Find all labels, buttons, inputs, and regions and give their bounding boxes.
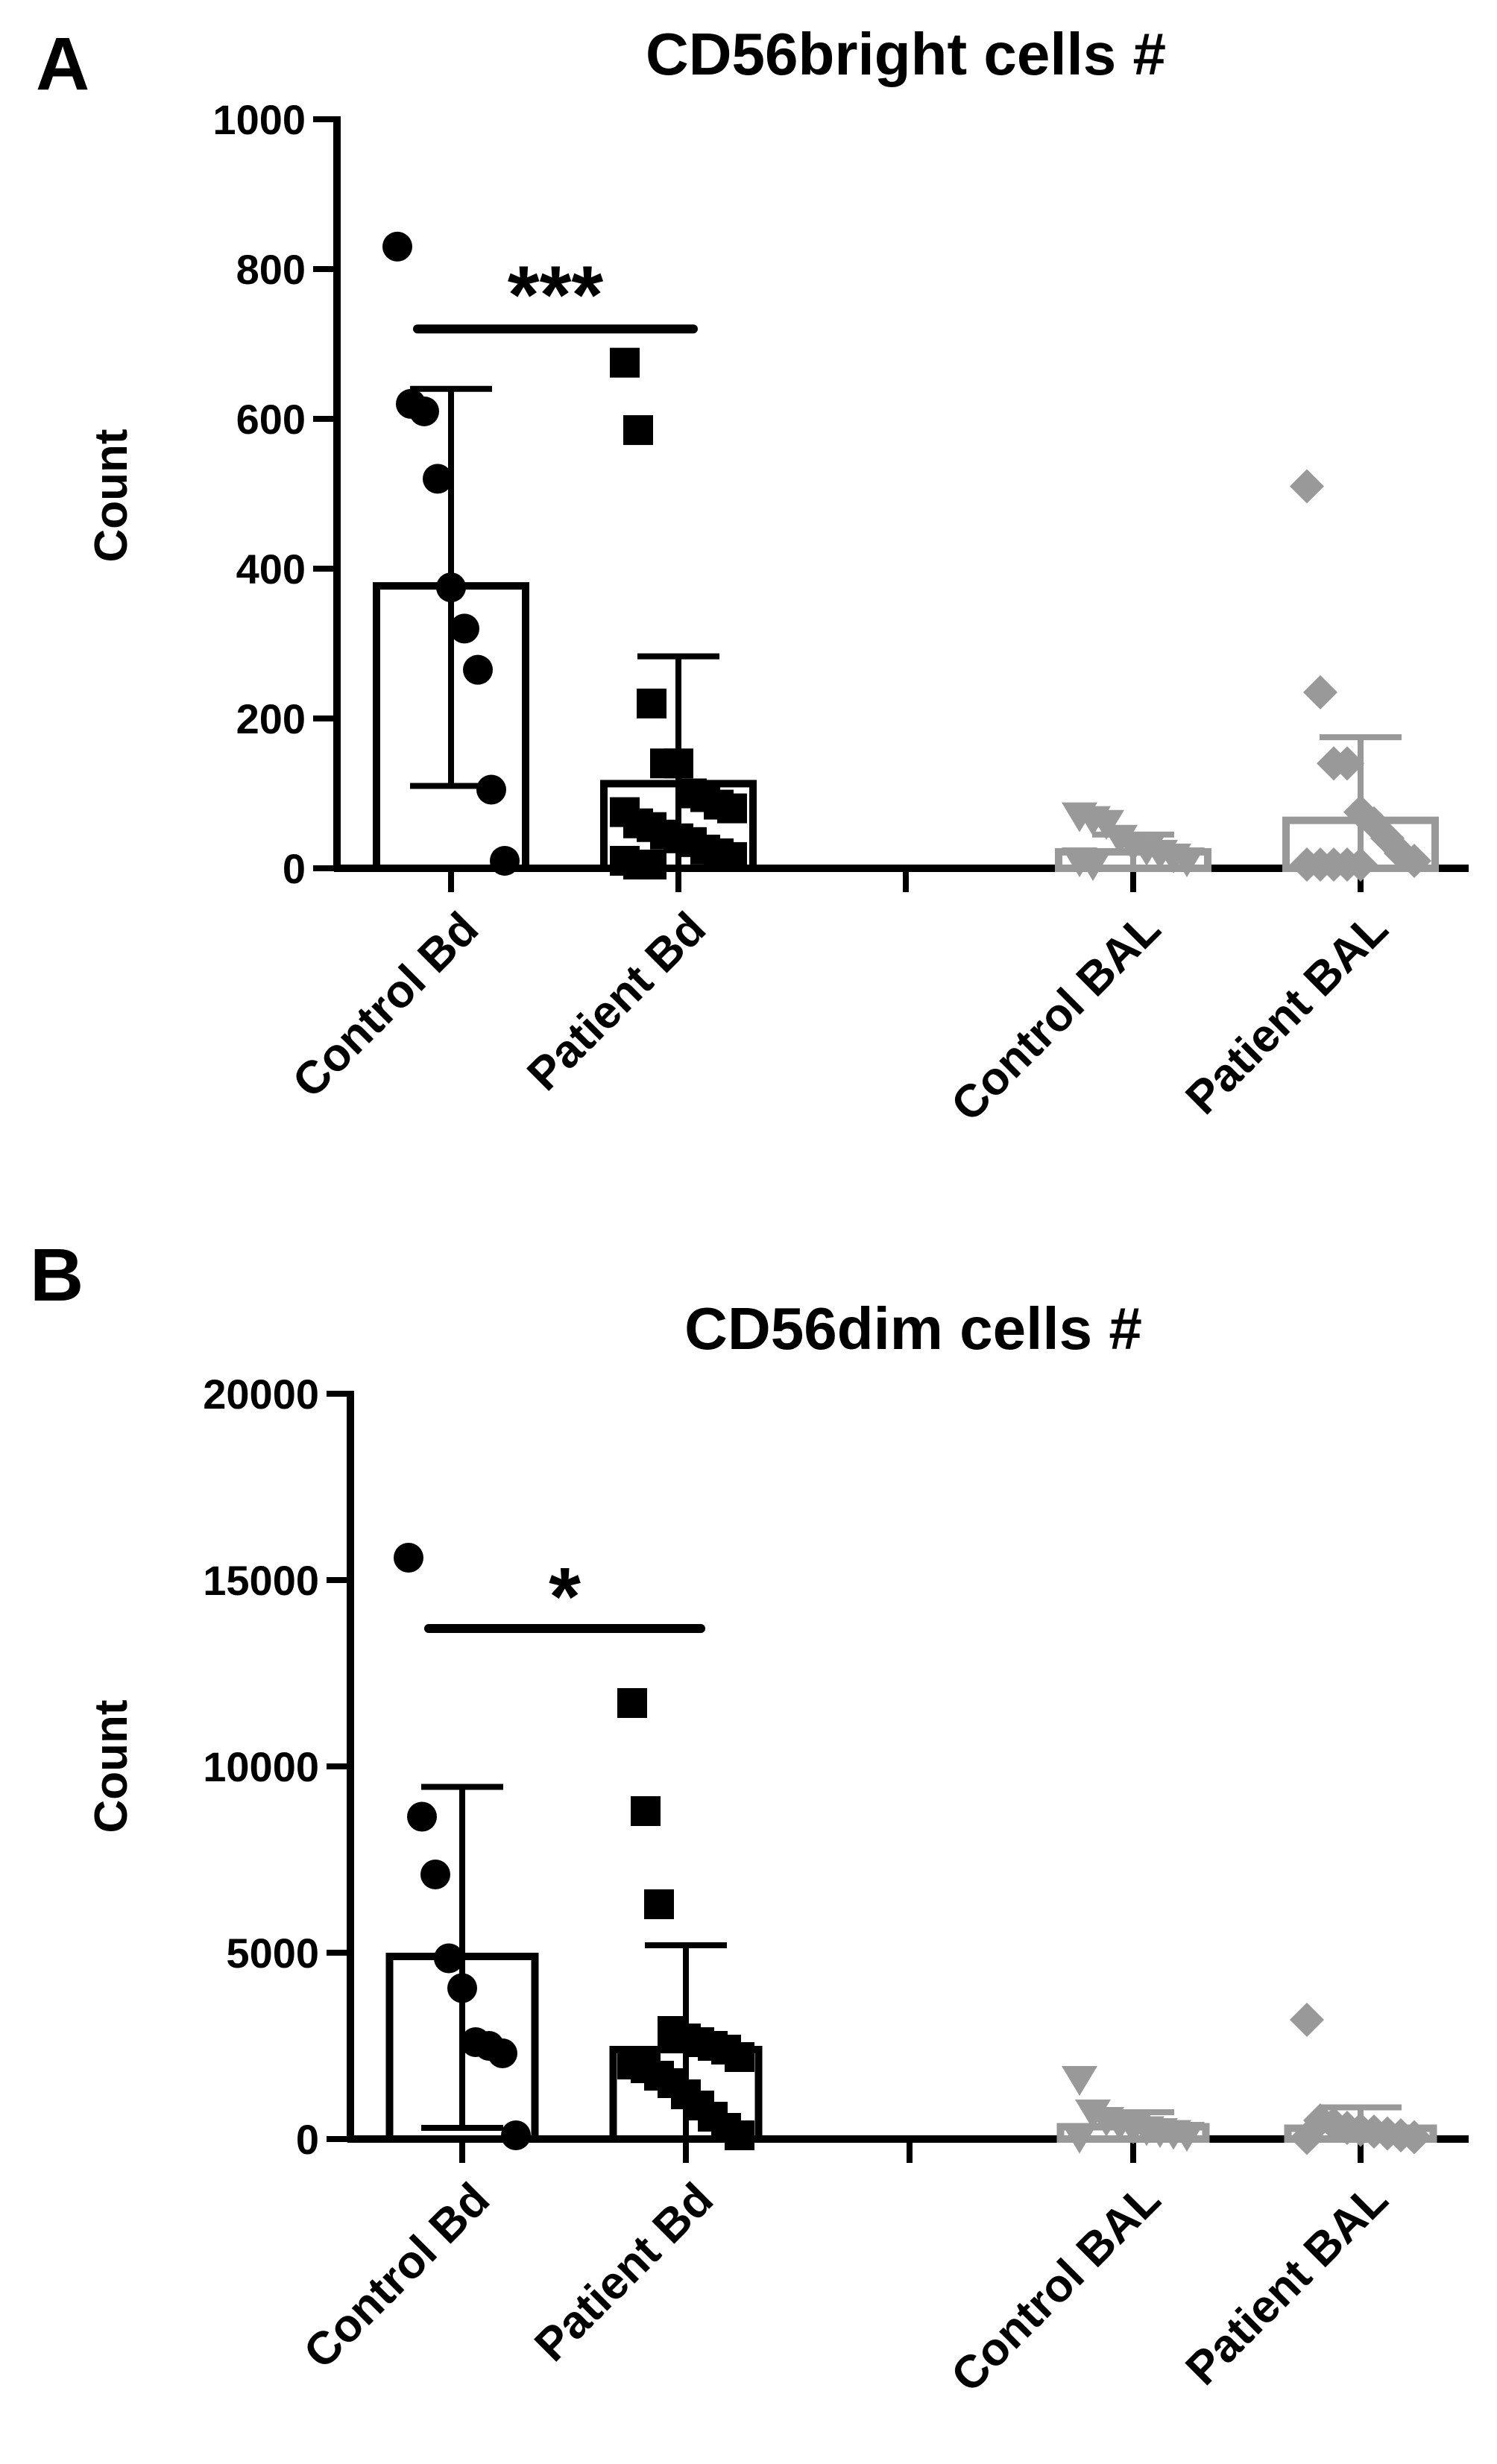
- data-point: [1343, 847, 1378, 882]
- data-point: [1062, 2066, 1097, 2096]
- data-point: [637, 688, 666, 718]
- data-point: [717, 793, 747, 824]
- y-tick-label: 15000: [203, 1557, 319, 1604]
- y-tick-label: 0: [283, 845, 306, 892]
- data-point: [1290, 2120, 1324, 2155]
- data-point: [447, 1973, 477, 2003]
- data-point: [436, 572, 466, 603]
- data-point: [631, 1796, 661, 1826]
- panel-letter: A: [36, 22, 89, 106]
- y-axis-label: Count: [86, 1699, 137, 1833]
- category-label: Control BAL: [942, 903, 1170, 1131]
- category-label: Control BAL: [942, 2173, 1170, 2402]
- category-label: Patient Bd: [525, 2173, 723, 2372]
- data-point: [644, 1889, 674, 1919]
- data-point: [664, 748, 693, 779]
- y-tick-label: 400: [236, 546, 306, 593]
- y-tick-label: 5000: [226, 1930, 319, 1977]
- category-label: Control Bd: [294, 2173, 499, 2378]
- data-point: [617, 1688, 647, 1718]
- y-axis-label: Count: [86, 429, 137, 562]
- data-point: [1088, 809, 1124, 840]
- category-label: Patient BAL: [1176, 903, 1398, 1124]
- panel-letter: B: [30, 1233, 83, 1317]
- data-point: [717, 841, 747, 872]
- data-point: [409, 396, 439, 426]
- data-point: [434, 1943, 464, 1974]
- data-point: [382, 231, 412, 262]
- category-label: Patient Bd: [517, 903, 716, 1101]
- data-point: [501, 2120, 531, 2150]
- y-tick-label: 1000: [212, 96, 306, 143]
- data-point: [423, 464, 453, 494]
- data-point: [725, 2120, 754, 2150]
- data-point: [610, 347, 640, 378]
- data-point: [394, 1543, 423, 1573]
- data-point: [623, 415, 653, 446]
- significance-label: *: [549, 1551, 581, 1643]
- data-point: [1075, 850, 1111, 881]
- data-point: [1169, 847, 1205, 877]
- category-label: Patient BAL: [1176, 2173, 1398, 2395]
- data-point: [488, 2038, 517, 2068]
- data-point: [1397, 2120, 1431, 2155]
- panel-b: B CD56dim cells # Count 0 5000 10000 15000 2000…: [30, 1233, 1469, 2402]
- y-tick-label: 800: [236, 246, 306, 293]
- data-point: [1397, 843, 1431, 878]
- chart-title: CD56bright cells #: [646, 21, 1166, 87]
- data-point: [637, 849, 666, 879]
- data-point: [450, 613, 479, 644]
- data-point: [1290, 2003, 1324, 2037]
- data-point: [420, 1860, 450, 1889]
- data-point: [407, 1801, 437, 1832]
- y-tick-label: 600: [236, 396, 306, 443]
- y-tick-label: 200: [236, 695, 306, 742]
- data-point: [1303, 675, 1337, 710]
- data-point: [476, 774, 506, 805]
- y-tick-label: 10000: [203, 1743, 319, 1790]
- significance-label: ***: [508, 249, 604, 341]
- category-label: Control Bd: [283, 903, 488, 1108]
- y-tick-label: 0: [296, 2116, 319, 2163]
- panel-a: A CD56bright cells # Count 0 200 400 600 800 100…: [36, 21, 1469, 1131]
- data-point: [463, 654, 493, 685]
- data-point: [490, 845, 520, 876]
- data-point: [1062, 2123, 1097, 2154]
- data-point: [725, 2042, 754, 2072]
- data-point: [1169, 2122, 1205, 2152]
- data-point: [1330, 746, 1364, 781]
- data-point: [1290, 469, 1324, 504]
- y-tick-label: 20000: [203, 1371, 319, 1418]
- chart-title: CD56dim cells #: [684, 1295, 1142, 1362]
